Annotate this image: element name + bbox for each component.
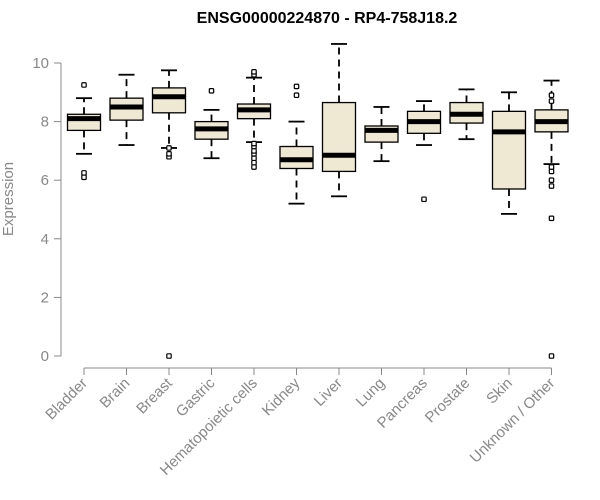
y-axis: 0 2 4 6 8 10 [32,55,62,365]
y-tick-label: 2 [41,289,49,306]
outlier-point [81,82,87,88]
box-group [151,69,187,359]
box-group [364,106,399,163]
box-group [66,82,102,181]
outlier-point [251,155,257,162]
outlier-point [293,83,300,90]
outlier-point [251,140,257,147]
outlier-point [548,92,555,99]
outlier-point [251,68,257,75]
iqr-box [151,87,187,114]
chart-title: ENSG00000224870 - RP4-758J18.2 [197,10,458,27]
outlier-point [548,164,555,170]
outlier-point [421,196,427,203]
outlier-point [208,88,215,94]
outlier-point [166,353,172,359]
box-group [491,91,527,215]
x-tick-label: Prostate [422,375,474,427]
x-tick-label: Lung [353,375,389,411]
outlier-point [251,148,257,154]
outlier-point [166,151,172,157]
box-group [406,100,442,203]
box-group [236,68,272,170]
outlier-point [548,183,555,189]
y-tick-label: 10 [32,55,49,72]
outlier-point [548,98,555,104]
outlier-point [548,353,555,359]
y-tick-label: 4 [41,231,49,248]
outlier-point [166,145,172,151]
x-tick-label: Bladder [42,375,91,424]
boxes-group [66,43,569,359]
y-axis-title: Expression [0,162,17,236]
box-group [534,79,569,359]
y-tick-label: 0 [41,348,49,365]
box-group [449,88,484,141]
y-tick-label: 8 [41,114,49,131]
x-tick-label: Skin [483,375,516,408]
outlier-point [548,177,555,184]
outlier-point [293,92,300,99]
box-group [109,73,144,146]
x-tick-label: Liver [311,375,346,410]
outlier-point [251,159,257,166]
iqr-box [321,101,357,173]
box-group [321,43,357,198]
box-group [279,83,314,205]
iqr-box [491,110,527,190]
outlier-point [251,164,257,170]
y-tick-label: 6 [41,172,49,189]
x-tick-label: Brain [97,375,134,412]
box-group [194,88,229,160]
x-tick-label: Kidney [259,374,304,419]
outlier-point [81,170,87,176]
outlier-point [81,174,87,181]
outlier-point [548,215,555,222]
x-tick-label: Breast [133,374,176,417]
outlier-point [548,168,555,175]
